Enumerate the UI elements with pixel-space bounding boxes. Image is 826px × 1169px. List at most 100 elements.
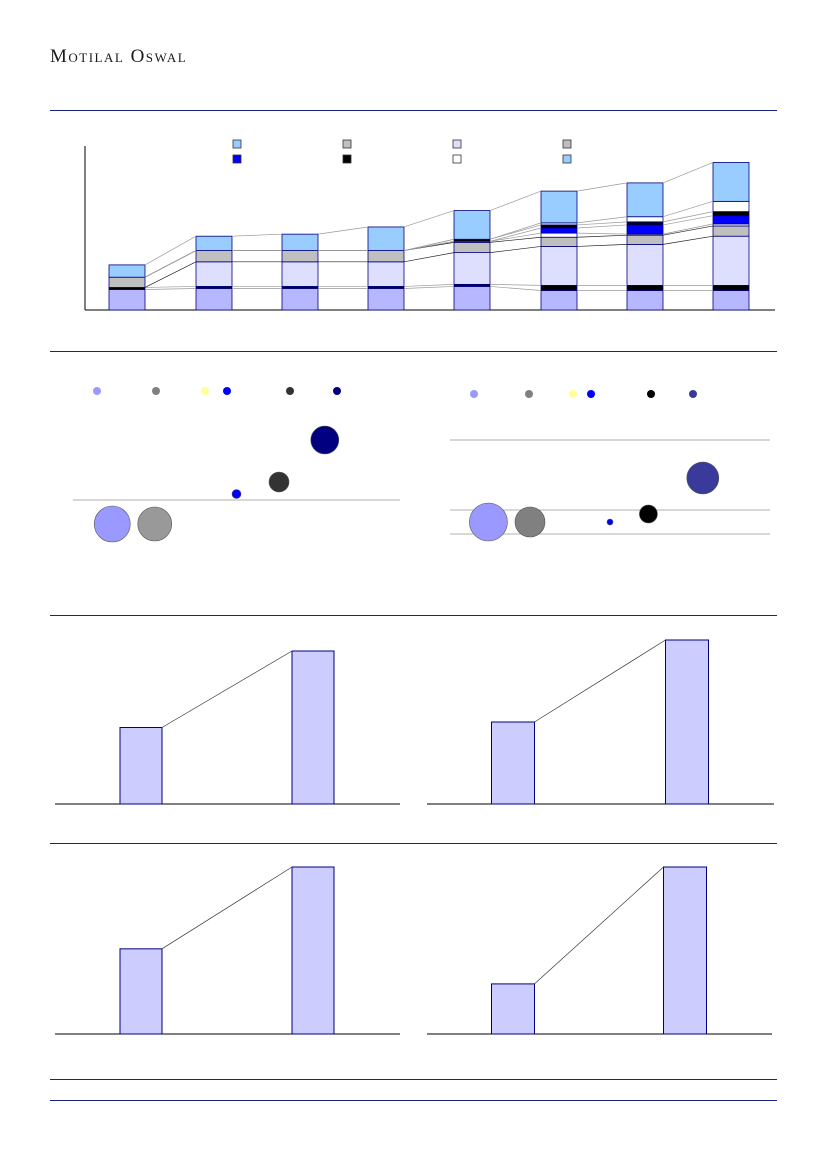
legend-marker <box>569 390 577 398</box>
series-connector <box>662 223 714 235</box>
series-connector <box>403 252 455 263</box>
bubble <box>137 506 173 542</box>
section-rule <box>50 1079 777 1080</box>
legend-marker <box>93 387 101 395</box>
legend-swatch <box>232 154 242 164</box>
stack-segment <box>195 235 233 251</box>
series-connector <box>576 244 628 247</box>
stack-segment <box>367 226 405 251</box>
brand-logo: Motilal Oswal <box>50 46 188 67</box>
stack-segment <box>281 233 319 251</box>
series-connector <box>576 232 628 235</box>
series-connector <box>489 246 542 253</box>
bubble <box>686 461 720 495</box>
bubble <box>268 471 290 493</box>
stack-segment <box>626 216 664 223</box>
stack-segment <box>540 246 578 286</box>
series-connector <box>144 235 197 266</box>
series-connector <box>489 284 542 286</box>
section-rule <box>50 110 777 111</box>
series-connector <box>662 225 714 236</box>
legend-marker <box>470 390 478 398</box>
stack-segment <box>626 224 664 235</box>
series-connector <box>231 233 283 237</box>
stack-segment <box>367 261 405 287</box>
stack-segment <box>712 211 750 217</box>
series-connector <box>403 284 455 287</box>
stack-segment <box>712 284 750 291</box>
stack-segment <box>195 250 233 263</box>
series-connector <box>662 235 714 245</box>
stack-segment <box>453 252 491 285</box>
stack-segment <box>108 289 146 311</box>
series-connector <box>489 232 542 242</box>
legend-marker <box>152 387 160 395</box>
stack-segment <box>712 215 750 225</box>
stack-segment <box>540 232 578 238</box>
section-rule <box>50 615 777 616</box>
legend-marker <box>587 390 595 398</box>
stack-segment <box>712 161 750 202</box>
legend-swatch <box>342 139 352 149</box>
bar <box>291 650 335 805</box>
bar <box>119 948 163 1035</box>
series-connector <box>144 250 197 278</box>
series-connector <box>489 236 542 243</box>
series-connector <box>576 221 628 226</box>
series-connector <box>403 210 455 228</box>
stacked-bar-chart <box>84 139 775 311</box>
series-connector <box>403 238 455 251</box>
series-connector <box>144 286 197 288</box>
series-connector <box>317 226 369 235</box>
bar <box>491 721 535 805</box>
series-connector <box>576 234 628 238</box>
bubble <box>514 506 546 538</box>
series-connector <box>489 222 542 240</box>
trend-line <box>161 650 293 728</box>
stack-segment <box>540 224 578 229</box>
series-connector <box>662 215 714 226</box>
series-connector <box>576 224 628 229</box>
section-rule <box>50 351 777 352</box>
series-connector <box>662 211 714 223</box>
stack-segment <box>626 284 664 291</box>
legend-marker <box>647 390 655 398</box>
bubble-chart-left <box>73 387 400 543</box>
stack-segment <box>626 290 664 311</box>
bar-chart-bottom-left <box>55 866 400 1035</box>
bubble <box>310 425 340 455</box>
stack-segment <box>540 190 578 224</box>
legend-marker <box>201 387 209 395</box>
stack-segment <box>281 261 319 287</box>
legend-marker <box>689 390 697 398</box>
trend-line <box>534 866 664 985</box>
legend-marker <box>286 387 294 395</box>
stack-segment <box>712 200 750 213</box>
bubble <box>231 489 242 499</box>
stack-segment <box>712 225 750 237</box>
bubble <box>469 502 508 542</box>
series-connector <box>489 286 542 291</box>
stack-segment <box>626 182 664 218</box>
bar <box>663 866 707 1035</box>
bar <box>119 727 163 805</box>
series-connector <box>489 227 542 242</box>
legend-marker <box>223 387 231 395</box>
legend-marker <box>525 390 533 398</box>
stack-segment <box>281 250 319 263</box>
stack-segment <box>367 288 405 311</box>
stack-segment <box>712 235 750 286</box>
bar <box>291 866 335 1035</box>
series-connector <box>403 286 455 289</box>
stack-segment <box>540 236 578 247</box>
legend-marker <box>333 387 341 395</box>
series-connector <box>662 162 714 184</box>
stack-segment <box>540 227 578 234</box>
stack-segment <box>626 243 664 286</box>
series-connector <box>576 216 628 224</box>
series-connector <box>576 182 628 192</box>
stack-segment <box>281 288 319 311</box>
trend-line <box>161 866 293 950</box>
section-rule <box>50 1100 777 1101</box>
stack-segment <box>712 290 750 311</box>
